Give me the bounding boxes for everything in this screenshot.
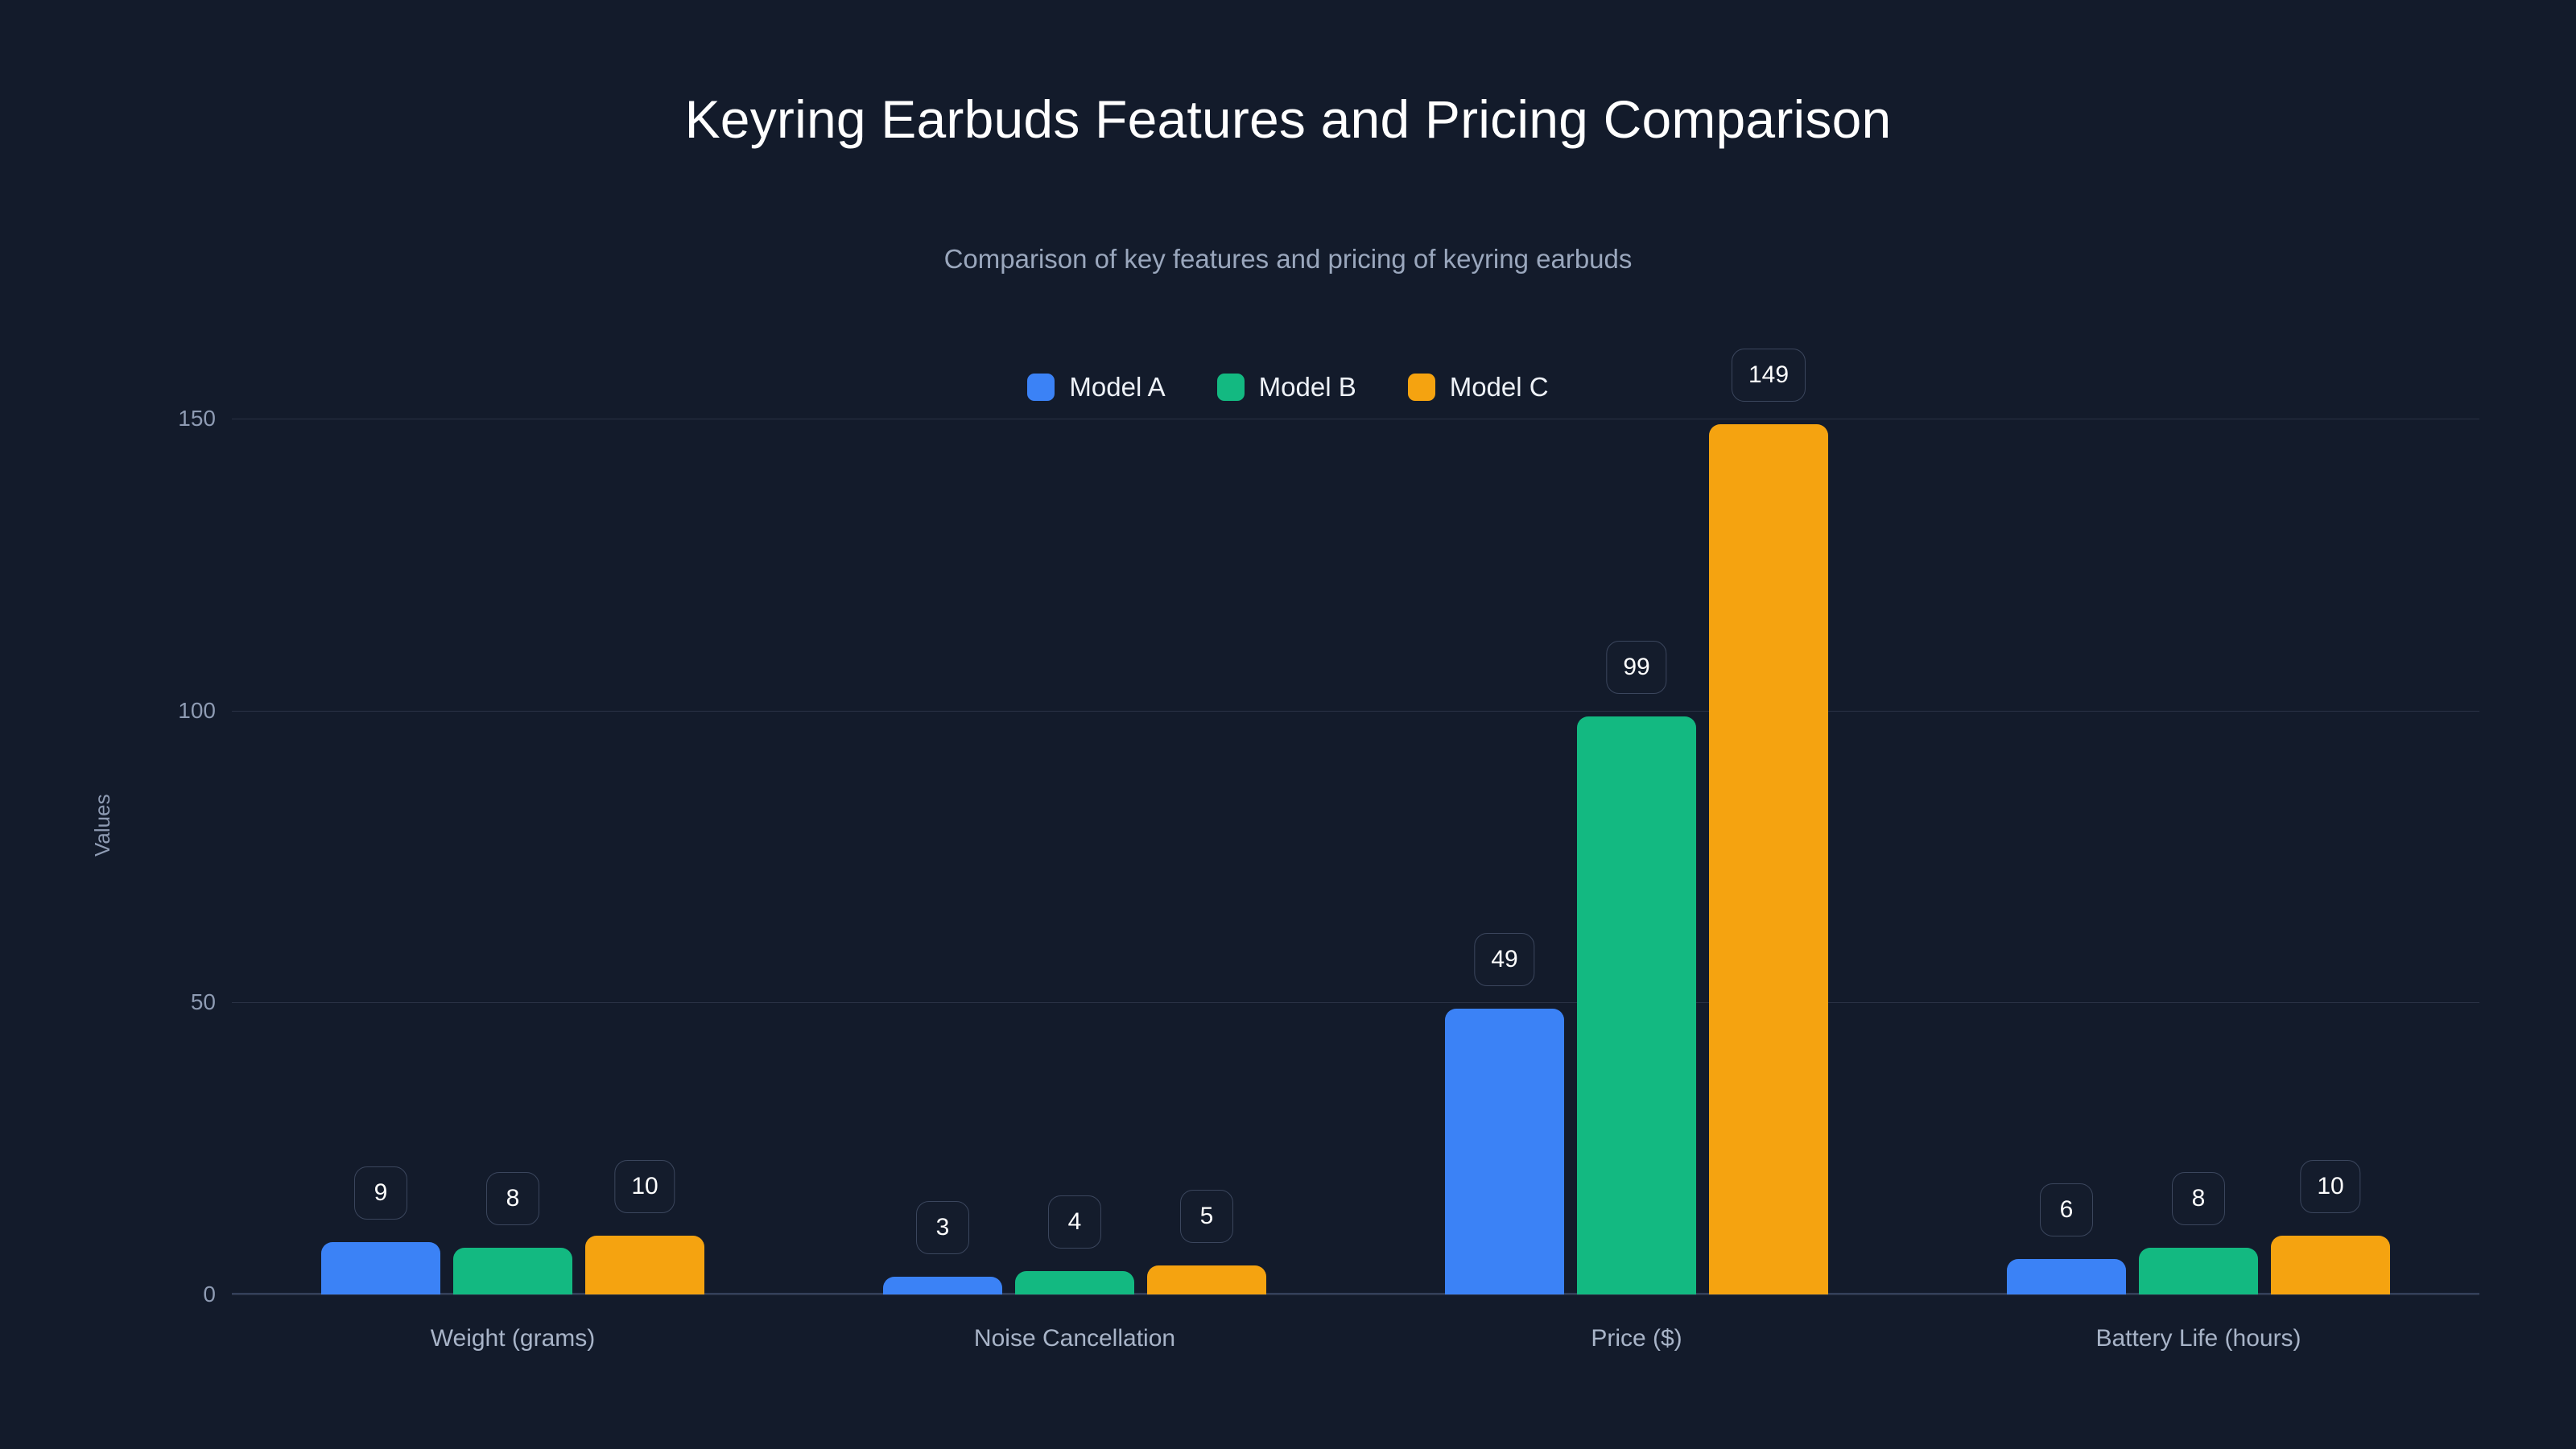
bar-value-label: 3 <box>916 1201 969 1255</box>
chart-legend: Model A Model B Model C <box>0 372 2576 402</box>
bar-value-label: 149 <box>1731 349 1806 402</box>
bar[interactable] <box>321 1241 440 1294</box>
bar-value-label: 99 <box>1606 640 1667 694</box>
x-axis-tick-label: Noise Cancellation <box>973 1325 1176 1352</box>
gridline <box>232 1002 2479 1004</box>
y-axis-tick-label: 100 <box>178 697 216 723</box>
x-axis-tick-label: Weight (grams) <box>430 1325 596 1352</box>
bar[interactable] <box>2271 1236 2390 1294</box>
legend-swatch-icon <box>1027 374 1055 401</box>
bar-value-label: 4 <box>1048 1195 1101 1249</box>
x-axis-line <box>232 1293 2479 1294</box>
bar[interactable] <box>1147 1265 1266 1294</box>
bar-value-label: 8 <box>2172 1171 2225 1225</box>
plot-area: 9 8 10 3 4 5 49 99 149 6 8 10 <box>232 349 2479 1295</box>
bar[interactable] <box>883 1277 1002 1294</box>
bar[interactable] <box>1015 1271 1134 1294</box>
bar[interactable] <box>1709 424 1828 1294</box>
bar-value-label: 6 <box>2040 1183 2093 1237</box>
bar-value-label: 10 <box>2300 1160 2361 1214</box>
x-axis-tick-label: Battery Life (hours) <box>2095 1325 2301 1352</box>
x-axis-tick-label: Price ($) <box>1591 1325 1682 1352</box>
legend-item-model-a[interactable]: Model A <box>1027 372 1166 402</box>
chart-subtitle: Comparison of key features and pricing o… <box>943 244 1633 274</box>
y-axis-tick-label: 150 <box>178 406 216 431</box>
bar[interactable] <box>2139 1247 2258 1294</box>
y-axis-tick-label: 50 <box>190 989 216 1015</box>
bar-value-label: 9 <box>354 1166 407 1220</box>
bar[interactable] <box>453 1247 572 1294</box>
legend-label: Model B <box>1258 372 1356 402</box>
bar[interactable] <box>1577 716 1696 1294</box>
legend-label: Model C <box>1449 372 1549 402</box>
legend-label: Model A <box>1069 372 1166 402</box>
gridline <box>232 710 2479 712</box>
bar[interactable] <box>2007 1259 2126 1294</box>
legend-swatch-icon <box>1216 374 1245 401</box>
y-axis-tick-label: 0 <box>203 1282 216 1307</box>
y-axis-title: Values <box>90 794 114 857</box>
bar-value-label: 8 <box>486 1171 539 1225</box>
bar-value-label: 49 <box>1474 932 1535 986</box>
gridline <box>232 1294 2479 1295</box>
chart-title: Keyring Earbuds Features and Pricing Com… <box>684 89 1892 149</box>
legend-item-model-c[interactable]: Model C <box>1407 372 1549 402</box>
bar[interactable] <box>585 1236 704 1294</box>
bar-value-label: 5 <box>1180 1189 1233 1243</box>
legend-item-model-b[interactable]: Model B <box>1216 372 1356 402</box>
bar[interactable] <box>1445 1008 1564 1294</box>
bar-value-label: 10 <box>614 1160 675 1214</box>
legend-swatch-icon <box>1407 374 1435 401</box>
